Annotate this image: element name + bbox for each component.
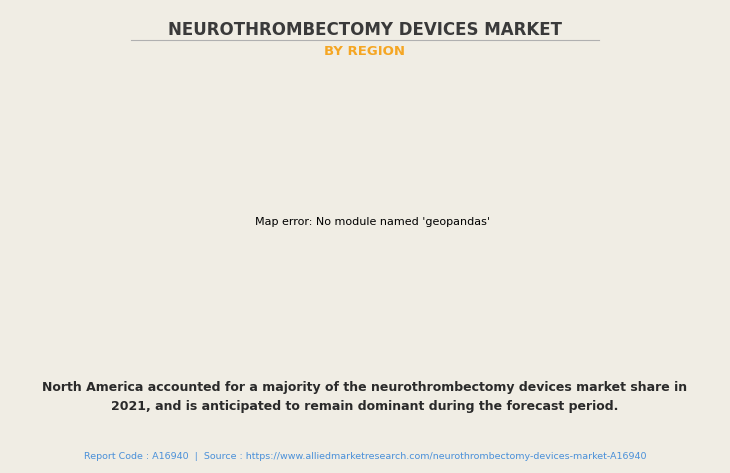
Text: NEUROTHROMBECTOMY DEVICES MARKET: NEUROTHROMBECTOMY DEVICES MARKET — [168, 21, 562, 39]
Text: Map error: No module named 'geopandas': Map error: No module named 'geopandas' — [255, 217, 490, 228]
Text: 2021, and is anticipated to remain dominant during the forecast period.: 2021, and is anticipated to remain domin… — [111, 400, 619, 412]
Text: BY REGION: BY REGION — [325, 45, 405, 58]
Text: Report Code : A16940  |  Source : https://www.alliedmarketresearch.com/neurothro: Report Code : A16940 | Source : https://… — [84, 452, 646, 461]
Text: North America accounted for a majority of the neurothrombectomy devices market s: North America accounted for a majority o… — [42, 381, 688, 394]
